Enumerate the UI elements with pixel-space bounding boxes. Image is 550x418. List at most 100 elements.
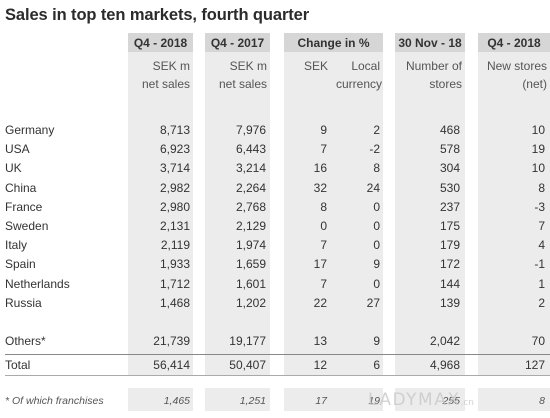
table-row-sweden-local: 0 [373,219,380,233]
table-row-sweden-new: 7 [538,219,545,233]
table-row-usa-q4-2018: 6,923 [159,142,190,157]
subheader-change-local-l1: Local [351,59,380,73]
table-row-uk-q4-2018: 3,714 [159,161,190,176]
subheader-new-stores-l1: New stores [486,59,547,73]
header-q4-2018: Q4 - 2018 [128,33,193,52]
table-row-total-q4-2017: 50,407 [229,358,266,372]
table-row-russia-new: 2 [538,295,545,310]
table-row-russia-label: Russia [5,295,42,310]
subheader-change-local-l2: currency [335,77,382,91]
table-row-usa-stores: 578 [439,142,460,157]
table-row-germany-stores: 468 [439,123,460,137]
header-new-stores: Q4 - 2018 [478,33,550,52]
table-row-franchises-label: * Of which franchises [5,395,104,407]
table-row-france-local: 0 [373,199,380,214]
table-row-total-local: 6 [373,358,380,372]
foot-bg-q4-2018 [128,388,193,411]
table-row-others-local: 9 [373,334,380,348]
foot-bg-nov18 [395,388,465,411]
table-row-russia-stores: 139 [439,295,460,310]
foot-bg-change [284,388,383,411]
table-row-italy-stores: 179 [439,238,460,253]
table-row-sweden-q4-2017: 2,129 [235,219,266,233]
table-row-china-sek: 32 [313,180,327,195]
table-row-russia-sek: 22 [313,295,327,310]
table-row-france-new: -3 [534,199,545,214]
table-row-france-sek: 8 [320,199,327,214]
col-bg-nov18 [395,33,465,375]
table-row-usa-q4-2017: 6,443 [235,142,266,157]
table-row-france-q4-2017: 2,768 [235,199,266,214]
table-row-germany-sek: 9 [320,123,327,137]
table-row-sweden-label: Sweden [5,219,49,233]
table-row-franchises-q4-2017: 1,251 [239,395,266,407]
table-row-total-new: 127 [524,358,545,372]
watermark-logo: LADYMAX.cn [368,390,474,410]
table-row-netherlands-q4-2017: 1,601 [235,276,266,291]
table-row-netherlands-sek: 7 [320,276,327,291]
table-row-italy-q4-2018: 2,119 [160,238,190,253]
header-nov18: 30 Nov - 18 [395,33,465,52]
table-row-others-label: Others* [5,334,46,348]
table-row-spain-local: 9 [373,257,380,272]
table-row-netherlands-q4-2018: 1,712 [159,276,190,291]
table-row-sweden-q4-2018: 2,131 [159,219,190,233]
table-row-franchises-sek: 17 [315,395,327,407]
header-q4-2017: Q4 - 2017 [205,33,270,52]
table-row-china-q4-2018: 2,982 [159,180,190,195]
subheader-q4-2018-l1: SEK m [152,59,190,73]
table-row-italy-sek: 7 [320,238,327,253]
foot-bg-q4-2017 [205,388,270,411]
table-row-netherlands-local: 0 [373,276,380,291]
header-change: Change in % [284,33,383,52]
subheader-nov18-l2: stores [429,77,462,91]
table-row-others-stores: 2,042 [429,334,460,348]
table-row-germany-q4-2018: 8,713 [159,123,190,137]
table-row-italy-local: 0 [373,238,380,253]
table-row-germany-local: 2 [373,123,380,137]
table-row-spain-q4-2017: 1,659 [235,257,266,272]
table-row-china-stores: 530 [439,180,460,195]
table-row-others-q4-2018: 21,739 [153,334,190,348]
table-row-uk-sek: 16 [313,161,327,176]
total-separator [5,354,550,355]
table-row-netherlands-label: Netherlands [5,276,70,291]
table-row-russia-q4-2018: 1,468 [159,295,190,310]
page-title: Sales in top ten markets, fourth quarter [5,6,310,24]
table-row-total-label: Total [5,358,31,372]
table-row-total-stores: 4,968 [429,358,460,372]
table-row-franchises-q4-2018: 1,465 [163,395,190,407]
table-row-france-label: France [5,199,43,214]
table-row-usa-new: 19 [531,142,545,157]
table-row-total-q4-2018: 56,414 [153,358,190,372]
table-row-russia-local: 27 [366,295,380,310]
table-row-france-q4-2018: 2,980 [159,199,190,214]
table-row-usa-sek: 7 [320,142,327,157]
subheader-change-sek: SEK [303,59,328,73]
col-bg-q4-2018 [128,33,193,375]
subheader-q4-2017-l1: SEK m [229,59,267,73]
table-row-total-sek: 12 [313,358,327,372]
table-row-italy-q4-2017: 1,974 [235,238,266,253]
table-row-sweden-sek: 0 [320,219,327,233]
table-row-others-q4-2017: 19,177 [229,334,266,348]
table-row-france-stores: 237 [439,199,460,214]
table-row-usa-local: -2 [369,142,380,157]
subheader-q4-2017-l2: net sales [218,77,267,91]
table-row-china-label: China [5,180,37,195]
table-row-franchises-local: 19 [368,395,380,407]
table-row-spain-sek: 17 [313,257,327,272]
table-row-uk-q4-2017: 3,214 [235,161,266,176]
table-row-china-new: 8 [538,180,545,195]
table-row-franchises-stores: 255 [442,395,460,407]
table-row-germany-new: 10 [531,123,545,137]
total-bottom-line [5,375,550,376]
table-row-italy-new: 4 [538,238,545,253]
subheader-q4-2018-l2: net sales [141,77,190,91]
table-row-uk-new: 10 [531,161,545,176]
table-row-uk-local: 8 [373,161,380,176]
table-row-franchises-new: 8 [539,395,545,407]
table-row-spain-label: Spain [5,257,36,272]
table-row-sweden-stores: 175 [439,219,460,233]
table-row-others-new: 70 [531,334,545,348]
